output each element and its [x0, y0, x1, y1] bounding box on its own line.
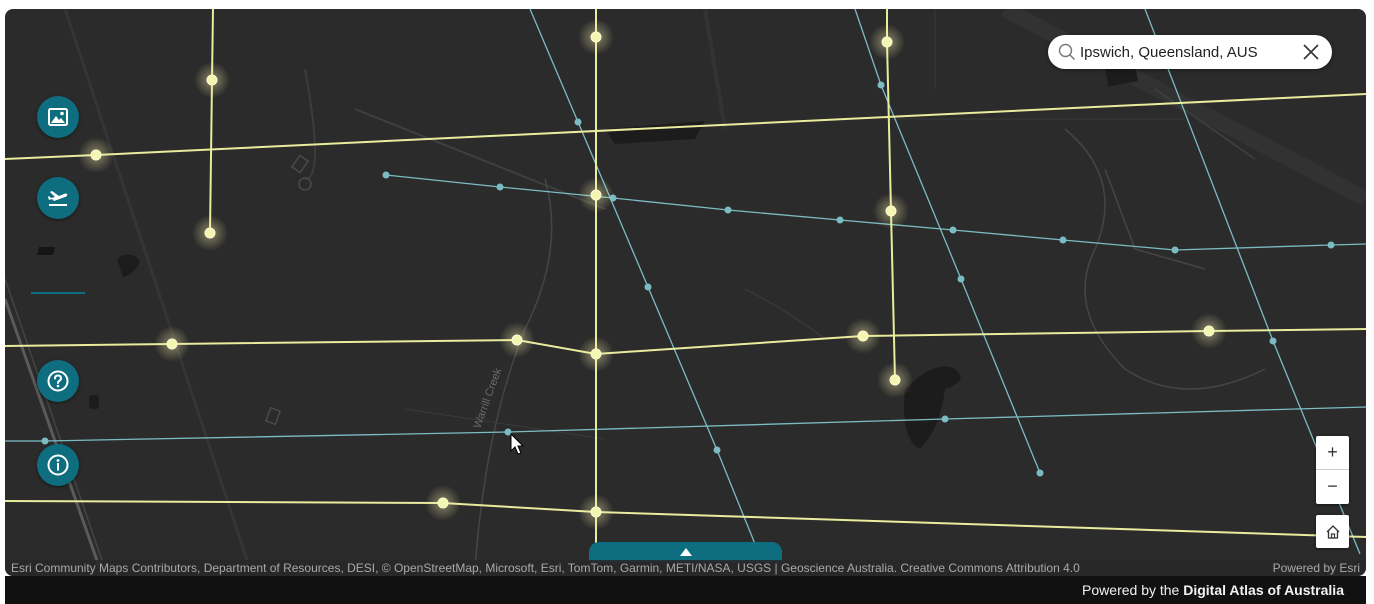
- creek-label: Warrill Creek: [472, 366, 505, 430]
- map-frame: Warrill Creek: [5, 9, 1366, 576]
- blue-point: [949, 226, 957, 234]
- help-button[interactable]: [37, 360, 79, 402]
- footer-text: Powered by the Digital Atlas of Australi…: [1082, 576, 1344, 604]
- image-icon: [48, 108, 68, 126]
- yellow-point: [590, 506, 602, 518]
- yellow-point: [590, 189, 602, 201]
- home-button[interactable]: [1316, 515, 1349, 548]
- yellow-point: [857, 330, 869, 342]
- yellow-line-horizontal-2: [5, 328, 1366, 356]
- footer-brand[interactable]: Digital Atlas of Australia: [1183, 582, 1344, 598]
- zoom-out-button[interactable]: −: [1327, 476, 1338, 496]
- sidebar-separator-mark: [36, 247, 56, 255]
- blue-point: [877, 81, 885, 89]
- blue-point: [957, 275, 965, 283]
- yellow-point: [590, 348, 602, 360]
- footer-bar: Powered by the Digital Atlas of Australi…: [5, 576, 1366, 604]
- airplane-departure-icon: [48, 191, 68, 206]
- map-canvas[interactable]: Warrill Creek: [5, 9, 1366, 576]
- blue-point: [1059, 236, 1067, 244]
- yellow-point: [590, 31, 602, 43]
- question-mark-icon: [47, 370, 69, 392]
- blue-point: [382, 171, 390, 179]
- blue-point: [1171, 246, 1179, 254]
- expand-panel-tab[interactable]: [589, 542, 782, 562]
- flight-path-button[interactable]: [37, 177, 79, 219]
- blue-point: [836, 216, 844, 224]
- mouse-cursor-icon: [510, 432, 525, 455]
- blue-line-diagonal-2: [854, 9, 1041, 474]
- triangle-up-icon: [679, 548, 692, 556]
- home-icon: [1326, 524, 1339, 539]
- yellow-point: [889, 374, 901, 386]
- blue-point: [644, 283, 652, 291]
- water-bodies: [89, 46, 1138, 449]
- yellow-point: [437, 497, 449, 509]
- footer-prefix: Powered by the: [1082, 582, 1184, 598]
- yellow-line-horizontal-3: [5, 500, 1366, 538]
- location-search-box[interactable]: [1048, 35, 1332, 69]
- blue-point: [1327, 241, 1335, 249]
- search-icon: [1058, 43, 1075, 60]
- info-button[interactable]: [37, 444, 79, 486]
- blue-line-horizontal-2: [5, 406, 1366, 442]
- zoom-control: + −: [1316, 436, 1349, 504]
- powered-by-esri-link[interactable]: Powered by Esri: [1272, 561, 1360, 575]
- blue-point: [1269, 337, 1277, 345]
- yellow-point: [206, 74, 218, 86]
- yellow-point: [90, 149, 102, 161]
- yellow-point: [881, 36, 893, 48]
- basemap-gallery-button[interactable]: [37, 96, 79, 138]
- yellow-point: [204, 227, 216, 239]
- close-icon[interactable]: [1302, 43, 1320, 61]
- blue-point: [41, 437, 49, 445]
- info-icon: [47, 454, 69, 476]
- yellow-point: [885, 205, 897, 217]
- secondary-points: [41, 81, 1335, 477]
- blue-point: [504, 428, 512, 436]
- blue-point: [496, 183, 504, 191]
- blue-point: [574, 118, 582, 126]
- blue-point: [1036, 469, 1044, 477]
- blue-point: [941, 415, 949, 423]
- blue-line-diagonal-1: [529, 9, 756, 545]
- map-attribution: Esri Community Maps Contributors, Depart…: [5, 560, 1366, 576]
- attribution-text: Esri Community Maps Contributors, Depart…: [11, 561, 1080, 575]
- yellow-line-vertical-1: [209, 9, 214, 234]
- blue-point: [713, 446, 721, 454]
- primary-point-glows: [78, 19, 1227, 530]
- search-input[interactable]: [1076, 43, 1302, 61]
- yellow-line-horizontal-1: [5, 93, 1366, 160]
- yellow-point: [511, 334, 523, 346]
- zoom-in-button[interactable]: +: [1316, 436, 1349, 470]
- yellow-point: [166, 338, 178, 350]
- primary-points: [90, 31, 1215, 518]
- yellow-point: [1203, 325, 1215, 337]
- sidebar-divider: [31, 292, 85, 294]
- blue-point: [724, 206, 732, 214]
